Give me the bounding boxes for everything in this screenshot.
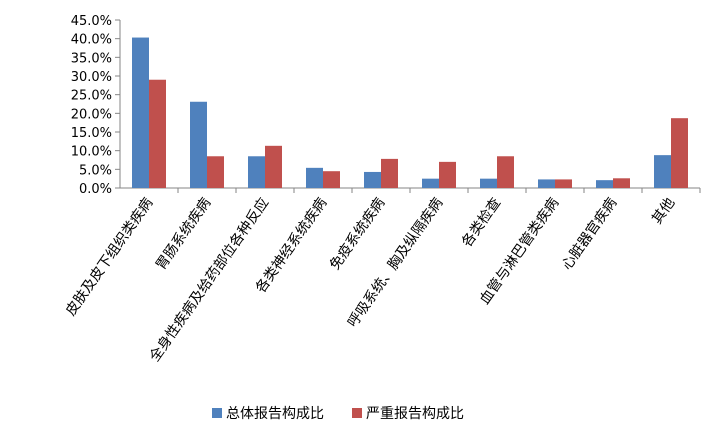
bar-serious — [207, 156, 224, 188]
bar-overall — [132, 37, 149, 189]
x-category-label: 胃肠系统疾病 — [153, 195, 214, 273]
bar-overall — [538, 179, 555, 188]
bar-overall — [248, 156, 265, 188]
bar-overall — [654, 155, 671, 188]
y-tick-label: 15.0% — [71, 126, 112, 141]
bar-serious — [265, 145, 282, 188]
legend-label: 严重报告构成比 — [366, 406, 464, 422]
bar-overall — [480, 178, 497, 188]
bar-serious — [323, 171, 340, 188]
bar-overall — [596, 180, 613, 188]
x-category-label: 其他 — [649, 195, 678, 227]
bar-serious — [497, 156, 514, 188]
x-category-label: 皮肤及皮下组织类疾病 — [63, 195, 156, 319]
legend: 总体报告构成比 严重报告构成比 — [212, 406, 464, 422]
y-tick-label: 5.0% — [79, 163, 112, 178]
legend-swatch — [352, 408, 362, 418]
legend-swatch — [212, 408, 222, 418]
y-tick-label: 10.0% — [71, 145, 112, 160]
bar-overall — [190, 101, 207, 188]
y-tick-labels: 0.0% 5.0% 10.0% 15.0% 20.0% 25.0% 30.0% 35.0% 40… — [71, 14, 112, 197]
x-tick-labels: 皮肤及皮下组织类疾病胃肠系统疾病全身性疾病及给药部位各种反应各类神经系统疾病免疫… — [63, 195, 678, 365]
bar-serious — [671, 118, 688, 188]
y-tick-label: 25.0% — [71, 89, 112, 104]
bar-serious — [439, 161, 456, 188]
y-tick-label: 45.0% — [71, 14, 112, 29]
x-category-label: 免疫系统疾病 — [327, 195, 388, 273]
bar-overall — [422, 178, 439, 188]
y-tick-label: 35.0% — [71, 51, 112, 66]
bar-serious — [613, 178, 630, 188]
x-category-label: 心脏器官疾病 — [559, 195, 620, 273]
y-tick-label: 40.0% — [71, 33, 112, 48]
y-tick-label: 0.0% — [79, 182, 112, 197]
bar-overall — [306, 167, 323, 188]
x-category-label: 各类检查 — [459, 195, 504, 250]
bar-serious — [555, 179, 572, 188]
bar-serious — [149, 79, 166, 188]
bar-overall — [364, 171, 381, 188]
bar-serious — [381, 158, 398, 188]
y-tick-label: 20.0% — [71, 107, 112, 122]
x-category-label: 全身性疾病及给药部位各种反应 — [146, 195, 272, 365]
legend-label: 总体报告构成比 — [226, 406, 324, 422]
bars — [132, 37, 688, 189]
y-tick-label: 30.0% — [71, 70, 112, 85]
